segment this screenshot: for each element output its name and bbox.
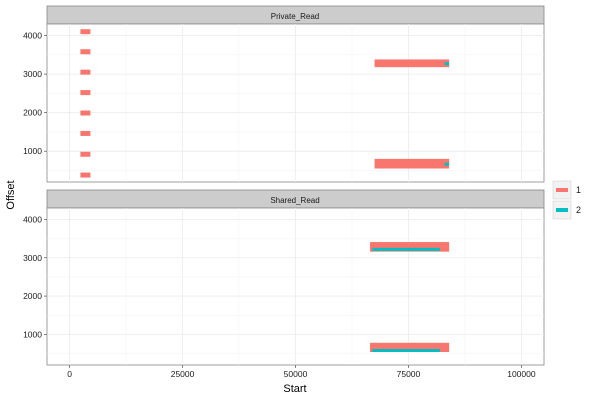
x-tick-label: 0 xyxy=(67,369,72,379)
x-tick-label: 25000 xyxy=(171,369,195,379)
series-1-point xyxy=(80,90,91,96)
series-1-band xyxy=(370,342,450,352)
x-tick-label: 75000 xyxy=(397,369,421,379)
facet-private-read: Private_Read 1000 2000 3000 4000 xyxy=(23,5,545,183)
series-1-point xyxy=(80,29,91,35)
panel-grid xyxy=(47,208,544,365)
legend: 12 xyxy=(552,180,581,220)
x-axis-title: Start xyxy=(283,383,306,395)
y-tick-label: 1000 xyxy=(23,146,42,156)
y-tick-label: 4000 xyxy=(23,31,42,41)
series-1-point xyxy=(80,172,91,178)
y-tick-label: 4000 xyxy=(23,214,42,224)
facet-shared-read: Shared_Read 1000 2000 3000 4000 xyxy=(23,189,545,366)
facet-strip-label: Shared_Read xyxy=(270,196,319,205)
series-1-point xyxy=(80,49,91,55)
series-1-point xyxy=(80,151,91,157)
y-tick-label: 2000 xyxy=(23,291,42,301)
x-tick-label: 100000 xyxy=(507,369,536,379)
x-axis-ticks: 0 25000 50000 75000 100000 xyxy=(67,365,536,379)
series-1-band xyxy=(374,59,450,68)
panel-marks xyxy=(80,29,450,178)
legend-label: 1 xyxy=(576,185,581,195)
panel-grid xyxy=(47,24,544,182)
panel-marks xyxy=(370,242,450,352)
y-axis-ticks: 1000 2000 3000 4000 xyxy=(23,31,47,156)
series-1-band xyxy=(374,158,450,169)
series-1-band xyxy=(370,242,450,252)
y-tick-label: 1000 xyxy=(23,329,42,339)
y-axis-title: Offset xyxy=(5,180,17,209)
facet-strip-label: Private_Read xyxy=(271,12,319,21)
y-axis-ticks: 1000 2000 3000 4000 xyxy=(23,214,47,339)
y-tick-label: 3000 xyxy=(23,69,42,79)
y-tick-label: 3000 xyxy=(23,253,42,263)
series-1-point xyxy=(80,130,91,136)
x-tick-label: 50000 xyxy=(284,369,308,379)
series-1-point xyxy=(80,69,91,75)
y-tick-label: 2000 xyxy=(23,108,42,118)
series-1-point xyxy=(80,110,91,116)
legend-label: 2 xyxy=(576,205,581,215)
